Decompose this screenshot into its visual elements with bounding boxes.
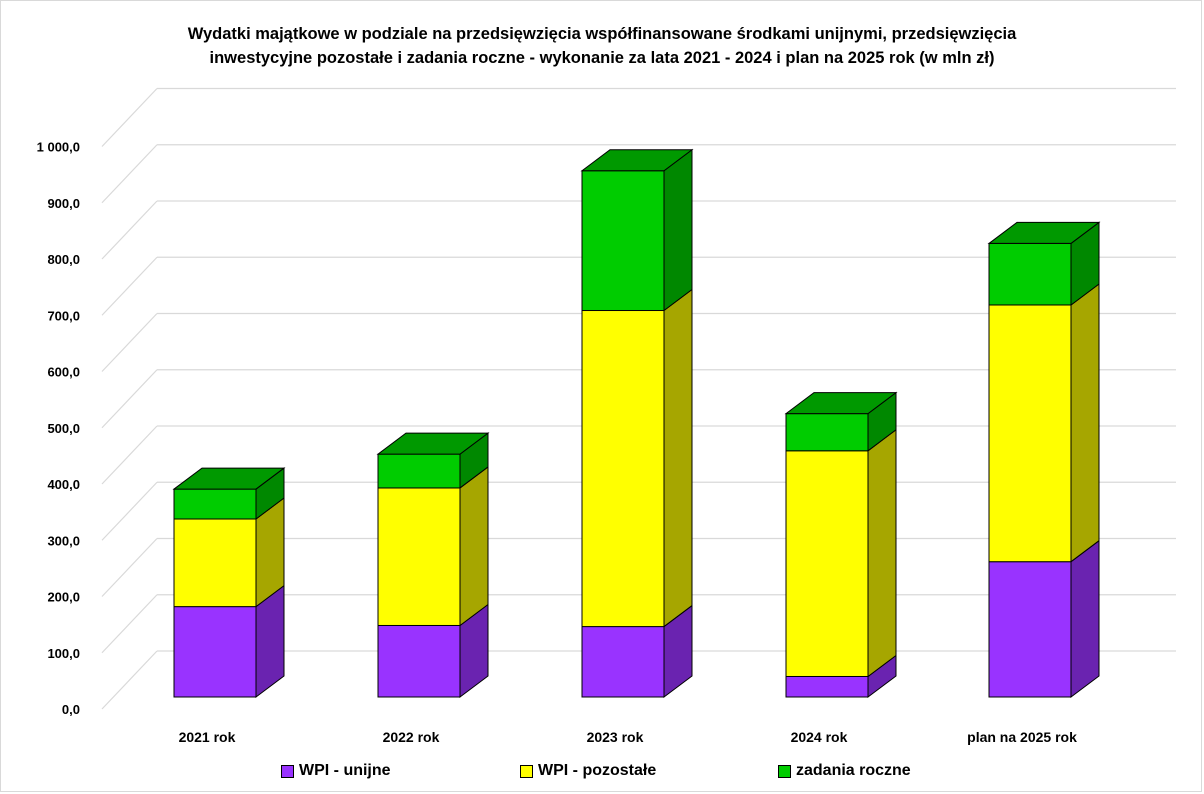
legend-swatch	[520, 764, 533, 778]
y-tick-label: 100,0	[47, 646, 80, 661]
y-tick-label: 1 000,0	[37, 140, 80, 155]
bar-segment	[987, 221, 1101, 306]
bar-front	[785, 450, 869, 677]
bar-side	[663, 288, 693, 628]
y-tick-label: 600,0	[47, 365, 80, 380]
y-tick-label: 900,0	[47, 196, 80, 211]
bar-top	[376, 432, 490, 455]
bar-top	[987, 221, 1101, 244]
y-tick-label: 500,0	[47, 421, 80, 436]
x-tick-label: 2023 rok	[587, 729, 644, 745]
bar-side	[663, 148, 693, 312]
bar-front	[377, 487, 461, 626]
bar-side	[1070, 539, 1100, 698]
bar-segment	[173, 584, 285, 698]
legend-label: zadania roczne	[796, 762, 911, 779]
y-tick-label: 300,0	[47, 533, 80, 548]
bar-segment	[581, 288, 693, 628]
bar-segment	[172, 467, 286, 521]
bars	[172, 148, 1101, 698]
bar-front	[581, 626, 665, 698]
x-tick-label: plan na 2025 rok	[967, 729, 1077, 745]
gridline-diagonal	[101, 538, 158, 597]
bar-front	[377, 624, 461, 698]
gridline-diagonal	[101, 88, 158, 147]
gridline-diagonal	[101, 425, 158, 485]
legend-item: WPI - unijne	[281, 762, 391, 780]
legend-label: WPI - pozostałe	[538, 762, 657, 779]
bar-front	[785, 413, 869, 452]
bar-segment	[173, 497, 285, 608]
bar-segment	[785, 654, 897, 698]
bar-side	[1070, 282, 1100, 563]
bar-side	[867, 428, 897, 678]
y-tick-label: 700,0	[47, 308, 80, 323]
bar-segment	[377, 603, 489, 698]
chart-title-line-1: Wydatki majątkowe w podziale na przedsię…	[187, 25, 1017, 43]
bar-front	[173, 606, 257, 698]
chart-title-line-2: inwestycyjne pozostałe i zadania roczne …	[209, 49, 995, 67]
x-tick-label: 2024 rok	[791, 729, 848, 745]
legend-item: zadania roczne	[778, 762, 911, 780]
bar-top	[172, 467, 286, 490]
legend-swatch	[281, 764, 294, 778]
chart-title: Wydatki majątkowe w podziale na przedsię…	[60, 22, 1144, 70]
bar-segment	[581, 604, 693, 698]
legend-label: WPI - unijne	[299, 762, 391, 779]
bar-segment	[580, 148, 694, 312]
legend-item: WPI - pozostałe	[520, 762, 656, 780]
bar-front	[581, 170, 665, 312]
gridline-diagonal	[101, 256, 158, 316]
bar-front	[173, 518, 257, 608]
bar-top	[580, 149, 694, 172]
gridline-diagonal	[101, 481, 158, 541]
y-tick-label: 200,0	[47, 590, 80, 605]
gridline-diagonal	[101, 594, 158, 654]
bar-front	[173, 488, 257, 520]
bar-front	[988, 561, 1072, 698]
legend-swatch	[778, 764, 791, 778]
gridline-diagonal	[101, 200, 158, 260]
y-tick-label: 0,0	[62, 702, 80, 717]
bar-segment	[377, 465, 489, 627]
x-tick-label: 2021 rok	[179, 729, 236, 745]
y-tick-label: 400,0	[47, 477, 80, 492]
bar-segment	[988, 282, 1100, 563]
bar-front	[785, 675, 869, 698]
chart-legend: WPI - unijne WPI - pozostałe zadania roczn…	[0, 762, 1204, 788]
bar-front	[988, 304, 1072, 563]
bar-segment	[988, 539, 1100, 698]
bar-front	[581, 310, 665, 628]
gridline-diagonal	[101, 650, 158, 710]
bar-front	[988, 242, 1072, 306]
bar-segment	[376, 432, 490, 489]
y-tick-label: 800,0	[47, 252, 80, 267]
gridline-diagonal	[101, 313, 158, 372]
bar-front	[377, 453, 461, 489]
bar-segment	[784, 391, 898, 452]
bar-top	[784, 392, 898, 415]
bar-side	[459, 465, 489, 627]
x-tick-label: 2022 rok	[383, 729, 440, 745]
gridline-diagonal	[101, 144, 158, 204]
bar-segment	[785, 428, 897, 678]
gridline-diagonal	[101, 369, 158, 429]
